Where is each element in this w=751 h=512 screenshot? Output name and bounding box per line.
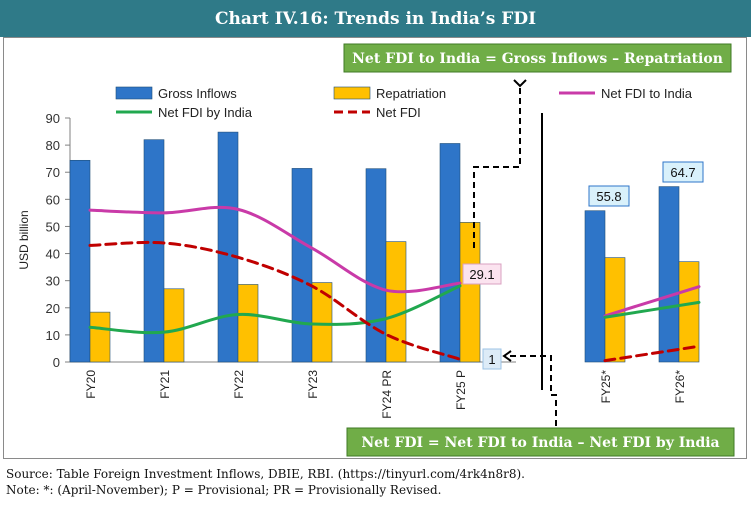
x-tick-label: FY21 — [158, 370, 172, 399]
gross-inflows-fy25-label-box — [588, 185, 630, 207]
net-fdi-dashed-line — [603, 344, 701, 363]
legend-swatch — [333, 86, 371, 100]
repatriation-bar — [237, 284, 259, 363]
net-fdi-label-box — [482, 348, 502, 370]
x-tick-label: FY24 PR — [380, 370, 394, 419]
source-note: Source: Table Foreign Investment Inflows… — [6, 467, 525, 481]
top-formula-text: Net FDI to India = Gross Inflows – Repat… — [352, 51, 723, 67]
bottom-formula-box — [346, 427, 735, 457]
gross-inflows-bar — [291, 168, 313, 363]
top-arrowhead — [513, 79, 527, 88]
gross-inflows-bar — [658, 186, 680, 363]
gross-inflows-fy26-label: 64.7 — [670, 165, 695, 180]
bottom-connector — [505, 355, 557, 426]
gross-inflows-bar — [217, 131, 239, 363]
y-tick-label: 20 — [46, 301, 60, 316]
bottom-formula-text: Net FDI = Net FDI to India – Net FDI by … — [361, 435, 719, 451]
gross-inflows-fy25-label: 55.8 — [596, 189, 621, 204]
x-tick-label: FY20 — [84, 370, 98, 399]
top-formula-box — [343, 43, 732, 73]
y-axis-label: USD billion — [17, 210, 31, 269]
legend-label: Net FDI — [376, 105, 421, 120]
net-fdi-by-india-line — [603, 300, 701, 319]
abbreviation-note: Note: *: (April-November); P = Provision… — [6, 483, 442, 497]
legend-label: Net FDI by India — [158, 105, 253, 120]
y-tick-label: 30 — [46, 274, 60, 289]
net-fdi-by-india-line — [88, 284, 462, 335]
legend-label: Gross Inflows — [158, 86, 237, 101]
y-tick-label: 50 — [46, 219, 60, 234]
repatriation-bar — [385, 241, 407, 363]
repatriation-bar — [89, 311, 111, 363]
y-tick-label: 90 — [46, 111, 60, 126]
net-fdi-label: 1 — [488, 352, 495, 367]
x-tick-label: FY25* — [599, 370, 613, 404]
net-fdi-dashed-line — [88, 240, 462, 361]
chart-title: Chart IV.16: Trends in India’s FDI — [0, 0, 751, 37]
y-tick-label: 10 — [46, 328, 60, 343]
gross-inflows-fy26-label-box — [662, 161, 704, 183]
y-tick-label: 0 — [53, 355, 60, 370]
x-tick-label: FY23 — [306, 370, 320, 399]
y-tick-label: 40 — [46, 247, 60, 262]
bottom-arrowhead — [502, 350, 512, 362]
x-tick-label: FY26* — [673, 370, 687, 404]
chart-svg: 0 10 20 30 40 50 60 70 80 90 USD billion FY20 FY21 FY… — [17, 43, 735, 457]
repatriation-bar — [311, 282, 333, 363]
net-fdi-to-india-label: 29.1 — [469, 267, 494, 282]
y-tick-label: 80 — [46, 138, 60, 153]
y-tick-label: 60 — [46, 192, 60, 207]
repatriation-bar — [163, 288, 185, 363]
y-tick-label: 70 — [46, 165, 60, 180]
net-fdi-to-india-line — [603, 285, 701, 318]
gross-inflows-bar — [439, 143, 461, 363]
legend-label: Repatriation — [376, 86, 446, 101]
x-tick-label: FY25 P — [454, 370, 468, 410]
chart-footer: Source: Table Foreign Investment Inflows… — [6, 466, 746, 498]
legend-label: Net FDI to India — [601, 86, 693, 101]
chart-panel: 0 10 20 30 40 50 60 70 80 90 USD billion FY20 FY21 FY… — [3, 37, 747, 459]
repatriation-bar — [459, 222, 481, 363]
x-tick-label: FY22 — [232, 370, 246, 399]
gross-inflows-bar — [584, 210, 606, 363]
gross-inflows-bar — [143, 139, 165, 363]
legend-swatch — [115, 86, 153, 100]
net-fdi-to-india-label-box — [462, 263, 502, 285]
gross-inflows-bar — [69, 159, 91, 363]
top-connector — [473, 84, 521, 248]
net-fdi-to-india-line — [88, 205, 462, 294]
